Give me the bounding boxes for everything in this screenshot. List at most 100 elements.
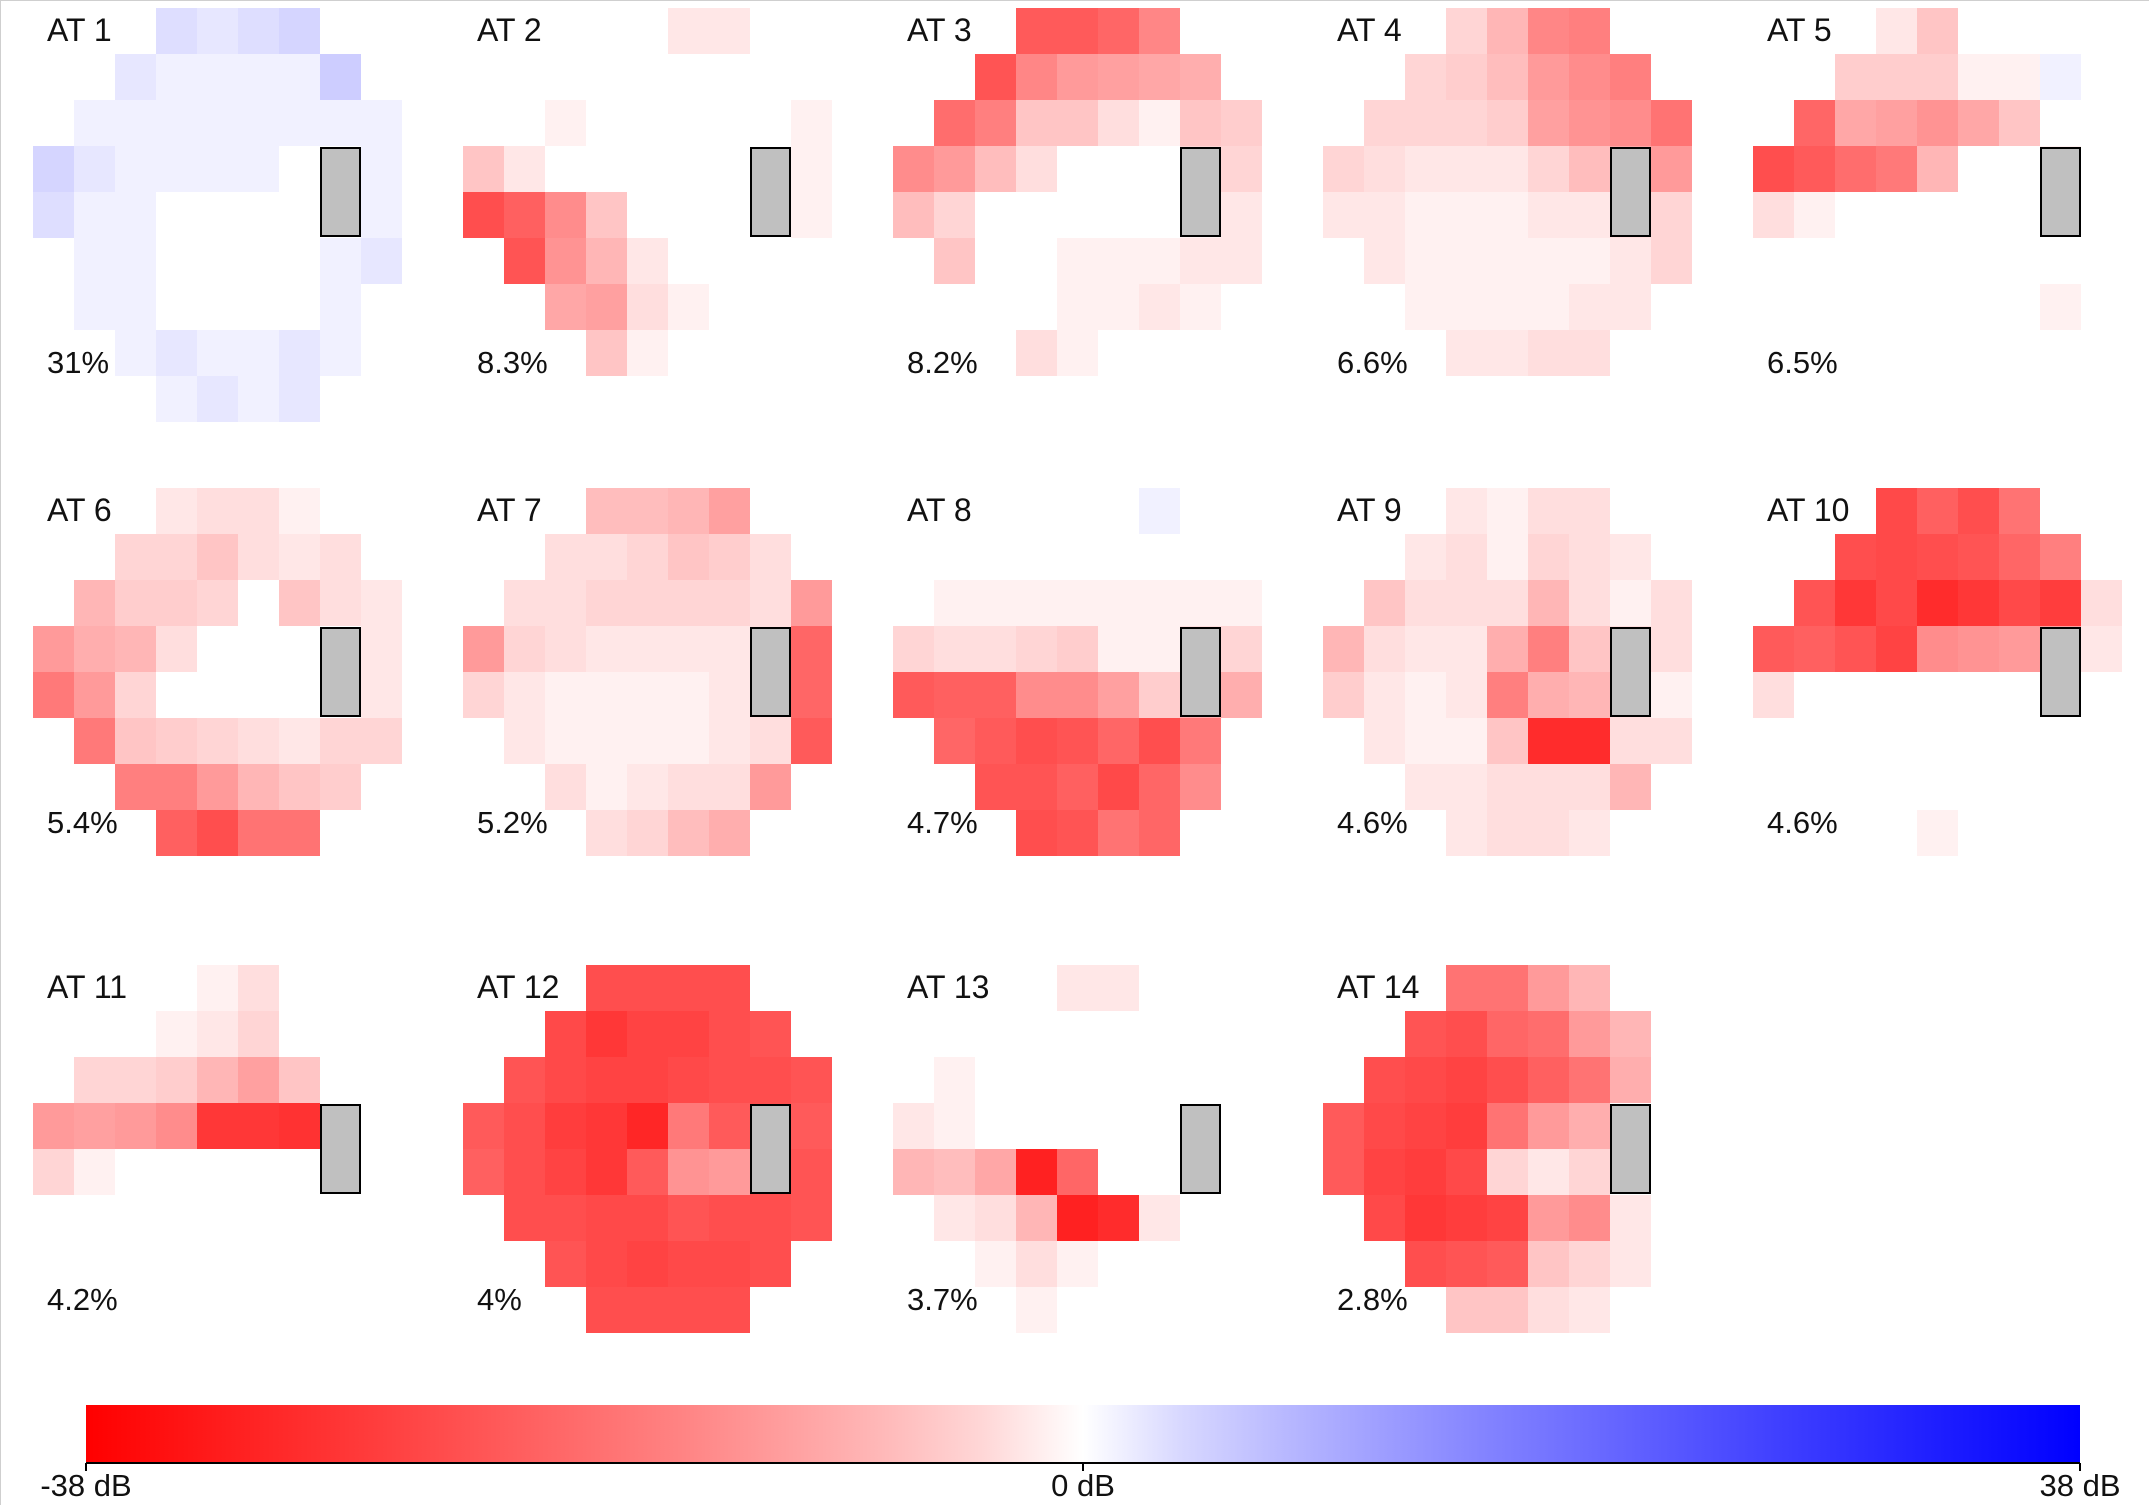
heatmap-cell	[1364, 192, 1405, 238]
heatmap-cell	[934, 1149, 975, 1195]
heatmap-cell	[1057, 8, 1098, 54]
heatmap-cell	[668, 1057, 709, 1103]
heatmap-cell	[115, 238, 156, 284]
heatmap-cell	[1405, 626, 1446, 672]
heatmap-cell	[1446, 192, 1487, 238]
heatmap-cell	[1999, 100, 2040, 146]
heatmap-cell	[709, 580, 750, 626]
panel-weight: 3.7%	[907, 1282, 978, 1317]
heatmap-cell	[320, 534, 361, 580]
heatmap-cell	[33, 672, 74, 718]
heatmap-cell	[238, 238, 279, 284]
heatmap-cell	[1016, 1287, 1057, 1333]
heatmap-cell	[1405, 192, 1446, 238]
heatmap-cell	[361, 626, 402, 672]
archetype-panel: AT 9 4.6%	[1323, 488, 1692, 856]
heatmap-cell	[279, 238, 320, 284]
heatmap-cell	[1651, 146, 1692, 192]
heatmap-cell	[934, 626, 975, 672]
heatmap-cell	[1569, 1241, 1610, 1287]
heatmap-cell	[545, 1241, 586, 1287]
heatmap-cell	[1876, 54, 1917, 100]
heatmap-cell	[1405, 1057, 1446, 1103]
heatmap-cell	[115, 764, 156, 810]
heatmap-cell	[2040, 54, 2081, 100]
heatmap-cell	[586, 626, 627, 672]
heatmap-cell	[545, 764, 586, 810]
heatmap-cell	[791, 1057, 832, 1103]
heatmap-cell	[934, 1103, 975, 1149]
heatmap-cell	[750, 718, 791, 764]
heatmap-cell	[1610, 718, 1651, 764]
heatmap-cell	[627, 626, 668, 672]
heatmap-cell	[504, 580, 545, 626]
heatmap-cell	[156, 1011, 197, 1057]
panel-title: AT 6	[47, 492, 112, 528]
heatmap-cell	[156, 672, 197, 718]
heatmap-cell	[545, 534, 586, 580]
heatmap-cell	[1528, 1241, 1569, 1287]
heatmap-cell	[709, 1011, 750, 1057]
heatmap-cell	[586, 1103, 627, 1149]
heatmap-cell	[1057, 192, 1098, 238]
heatmap-cell	[1446, 54, 1487, 100]
heatmap-cell	[1016, 764, 1057, 810]
heatmap-cell	[1917, 8, 1958, 54]
heatmap-cell	[668, 965, 709, 1011]
heatmap-cell	[463, 1149, 504, 1195]
heatmap-cell	[1405, 284, 1446, 330]
heatmap-cell	[1446, 8, 1487, 54]
panel-weight: 4.2%	[47, 1282, 118, 1317]
heatmap-cell	[1958, 534, 1999, 580]
heatmap-cell	[586, 238, 627, 284]
heatmap-cell	[1569, 192, 1610, 238]
heatmap-cell	[1405, 534, 1446, 580]
heatmap-cell	[1446, 1241, 1487, 1287]
heatmap-cell	[1098, 1195, 1139, 1241]
heatmap-cell	[1405, 1011, 1446, 1057]
heatmap-cell	[934, 146, 975, 192]
heatmap-cell	[1405, 238, 1446, 284]
heatmap-cell	[627, 330, 668, 376]
heatmap-cell	[709, 1057, 750, 1103]
heatmap-cell	[197, 100, 238, 146]
heatmap-cell	[1405, 672, 1446, 718]
heatmap-cell	[668, 192, 709, 238]
heatmap-cell	[1610, 100, 1651, 146]
heatmap-cell	[1446, 626, 1487, 672]
heatmap-cell	[238, 330, 279, 376]
heatmap-cell	[1405, 764, 1446, 810]
heatmap-cell	[156, 330, 197, 376]
heatmap-cell	[1016, 330, 1057, 376]
heatmap-cell	[668, 146, 709, 192]
heatmap-cell	[1057, 672, 1098, 718]
heatmap-cell	[238, 718, 279, 764]
heatmap-cell	[586, 1287, 627, 1333]
heatmap-cell	[1917, 534, 1958, 580]
heatmap-cell	[1876, 146, 1917, 192]
heatmap-cell	[156, 192, 197, 238]
heatmap-cell	[1057, 54, 1098, 100]
heatmap-cell	[668, 626, 709, 672]
heatmap-cell	[320, 764, 361, 810]
heatmap-cell	[1098, 146, 1139, 192]
heatmap-cell	[2081, 580, 2122, 626]
heatmap-cell	[586, 580, 627, 626]
heatmap-cell	[668, 810, 709, 856]
heatmap-cell	[1487, 1241, 1528, 1287]
heatmap-cell	[709, 8, 750, 54]
heatmap-cell	[1528, 965, 1569, 1011]
heatmap-cell	[791, 1149, 832, 1195]
heatmap-cell	[1835, 626, 1876, 672]
heatmap-cell	[627, 718, 668, 764]
heatmap-cell	[1569, 146, 1610, 192]
heatmap-cell	[893, 672, 934, 718]
heatmap-cell	[586, 718, 627, 764]
heatmap-cell	[1364, 238, 1405, 284]
blind-spot-marker	[1610, 627, 1651, 717]
heatmap-cell	[1221, 192, 1262, 238]
panel-title: AT 11	[47, 969, 127, 1005]
heatmap-cell	[709, 1103, 750, 1149]
heatmap-cell	[1610, 1241, 1651, 1287]
